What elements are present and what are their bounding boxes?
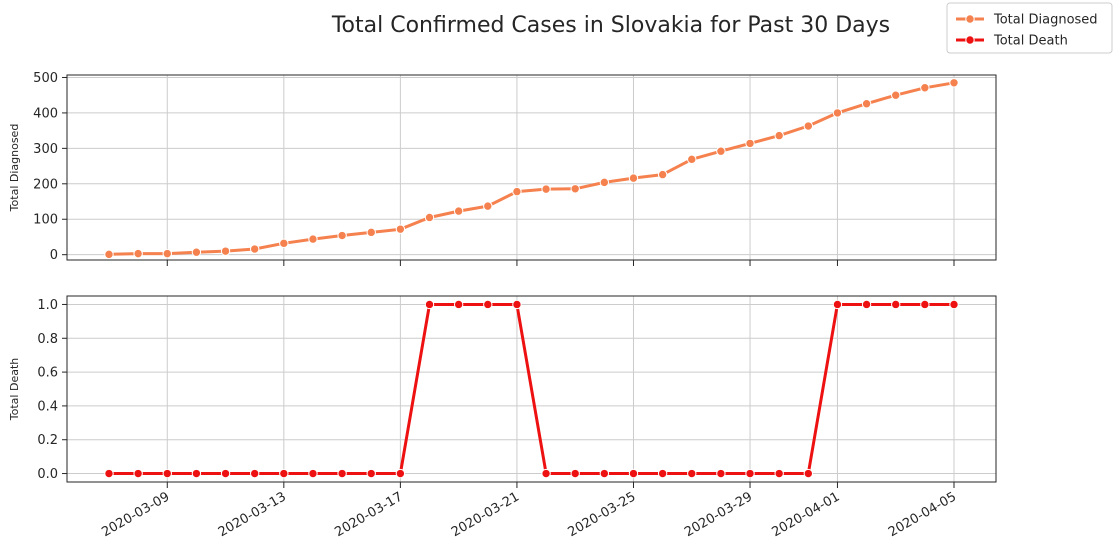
data-point [220,468,231,479]
data-point [687,468,697,479]
x-tick-label: 2020-03-09 [99,489,172,540]
data-point [803,468,814,479]
data-point [657,169,668,180]
data-point [395,468,406,479]
data-point [483,201,493,211]
data-point [920,299,930,310]
legend-label: Total Diagnosed [993,13,1098,28]
data-point [803,121,814,131]
y-tick-label: 0.8 [37,332,58,347]
y-tick-label: 100 [33,213,58,228]
y-tick-label: 200 [33,177,58,192]
data-point [424,212,435,223]
x-tick-label: 2020-03-25 [566,489,639,540]
data-point [628,468,639,479]
data-point [366,468,376,479]
data-point [512,186,522,197]
data-point [599,177,610,188]
data-point [337,468,347,479]
chart-title: Total Confirmed Cases in Slovakia for Pa… [331,13,890,38]
data-point [774,468,784,479]
y-tick-label: 0.2 [37,433,58,448]
data-point [191,468,202,479]
data-point [279,238,289,249]
data-point [308,234,318,244]
data-point [541,184,551,194]
y-tick-label: 500 [33,71,58,86]
data-point [949,299,959,310]
x-tick-label: 2020-03-17 [332,489,405,540]
axes-frame [66,295,997,483]
data-point [104,468,114,479]
panel-2: 0.0 0.2 0.4 0.6 0.8 1.0 2020-03-09 2020-03-13 20… [8,295,997,540]
data-point [861,99,872,109]
data-point [716,146,726,156]
data-point [279,468,289,479]
data-point [716,468,726,479]
x-tick-label: 2020-04-01 [770,489,843,540]
x-tick-label: 2020-03-21 [449,489,522,540]
data-point [308,468,318,479]
data-point [366,227,376,238]
data-point [891,90,901,100]
data-point [774,130,784,141]
data-point [453,206,464,216]
y-tick-label: 0 [50,248,58,263]
y-tick-label: 300 [33,142,58,157]
data-point [832,299,843,310]
legend-label: Total Death [993,34,1068,49]
data-point [861,299,872,310]
data-point [512,299,522,310]
data-point [424,299,435,310]
x-tick-label: 2020-03-29 [682,489,755,540]
legend-marker [965,35,975,45]
data-point [745,468,755,479]
data-point [104,249,114,260]
y-tick-label: 0.6 [37,366,58,381]
data-point [162,468,172,479]
y-tick-label: 400 [33,106,58,121]
data-point [687,154,697,165]
x-tick-label: 2020-03-13 [216,489,289,540]
data-point [570,468,580,479]
data-point [628,173,639,183]
data-point [395,224,406,234]
data-point [832,108,843,118]
data-point [599,468,610,479]
x-tick-label: 2020-04-05 [886,489,959,540]
data-point [162,248,172,259]
y-tick-label: 0.4 [37,399,58,414]
data-point [191,247,202,257]
data-point [453,299,464,310]
data-point [220,246,231,256]
y-tick-label: 0.0 [37,467,58,482]
data-point [133,248,143,259]
data-point [133,468,143,479]
data-point [541,468,551,479]
y-tick-label: 1.0 [37,298,58,313]
data-point [920,83,930,93]
data-point [891,299,901,310]
data-point [249,468,260,479]
data-point [745,138,755,149]
data-point [570,184,580,194]
data-point [249,244,260,254]
legend: Total Diagnosed Total Death [946,2,1113,54]
panels: 0 100 200 300 400 500 Total Diagnosed 0.0 0.2 0.4… [8,71,997,540]
data-point [337,230,347,241]
y-axis-label: Total Death [8,358,21,421]
data-point [483,299,493,310]
series-line [107,81,956,256]
series-line [107,303,956,475]
y-axis-label: Total Diagnosed [8,124,21,213]
data-point [949,78,959,88]
axes-frame [66,74,997,261]
panel-1: 0 100 200 300 400 500 Total Diagnosed [8,71,997,266]
data-point [657,468,668,479]
legend-marker [965,14,975,24]
legend-box [946,2,1113,54]
